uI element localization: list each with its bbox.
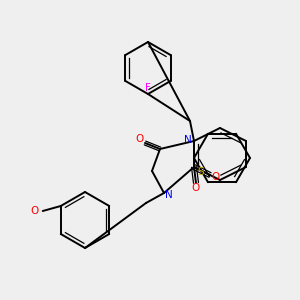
Text: F: F bbox=[145, 83, 151, 93]
Text: O: O bbox=[136, 134, 144, 144]
Text: O: O bbox=[212, 172, 220, 182]
Text: S: S bbox=[198, 167, 204, 177]
Text: O: O bbox=[191, 183, 199, 193]
Text: N: N bbox=[165, 190, 173, 200]
Text: N: N bbox=[184, 135, 192, 145]
Text: O: O bbox=[31, 206, 39, 216]
